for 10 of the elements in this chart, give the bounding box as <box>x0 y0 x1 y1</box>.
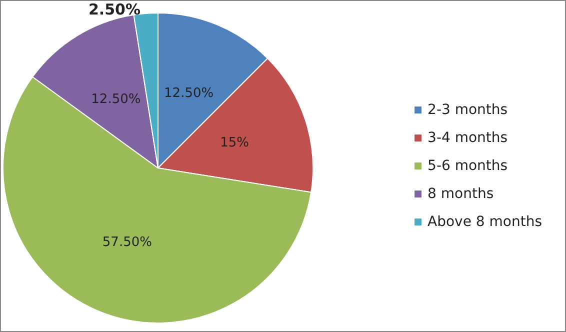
data-label: 12.50% <box>91 92 141 107</box>
legend-label: 3-4 months <box>428 130 508 146</box>
legend-label: 2-3 months <box>428 102 508 118</box>
data-label: 57.50% <box>102 234 152 250</box>
legend-label: Above 8 months <box>428 214 542 230</box>
legend-label: 8 months <box>428 186 494 202</box>
legend-label: 5-6 months <box>428 158 508 174</box>
data-label: 2.50% <box>88 0 141 18</box>
data-label: 15% <box>220 136 250 151</box>
data-label: 12.50% <box>164 86 214 102</box>
